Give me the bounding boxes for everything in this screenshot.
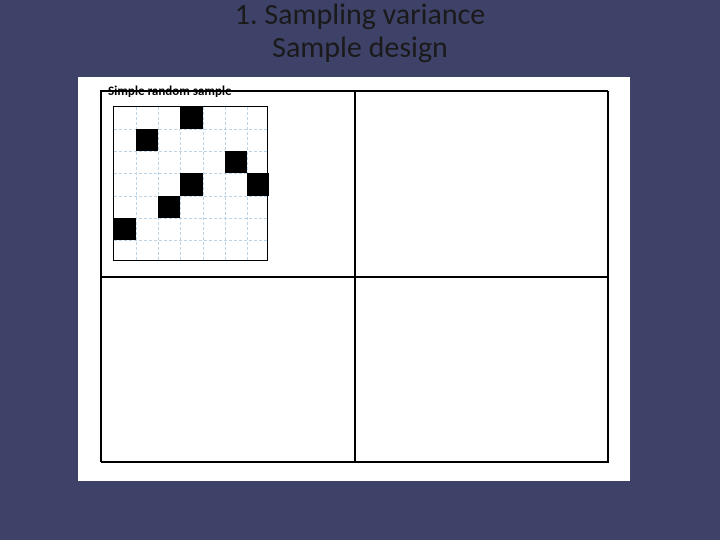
slide-title: 1. Sampling variance Sample design [0, 0, 720, 64]
title-line-2: Sample design [0, 31, 720, 64]
sample-cell [247, 173, 269, 195]
grid-line-vertical [158, 107, 159, 260]
panel-title: Simple random sample [108, 84, 232, 99]
sample-cell [136, 129, 158, 151]
grid-line-vertical [225, 107, 226, 260]
grid-line-horizontal [114, 218, 267, 219]
title-line-1: 1. Sampling variance [0, 0, 720, 31]
sample-cell [180, 107, 202, 129]
sample-cell [114, 218, 136, 240]
quadrant-cell [355, 277, 609, 463]
sample-cell [225, 151, 247, 173]
quadrant-cell [355, 91, 609, 277]
sample-cell [180, 173, 202, 195]
grid-line-horizontal [114, 196, 267, 197]
quadrant-cell [101, 277, 355, 463]
sample-grid [113, 106, 268, 261]
grid-line-vertical [203, 107, 204, 260]
grid-line-horizontal [114, 240, 267, 241]
slide: 1. Sampling variance Sample design Simpl… [0, 0, 720, 540]
sample-cell [158, 196, 180, 218]
